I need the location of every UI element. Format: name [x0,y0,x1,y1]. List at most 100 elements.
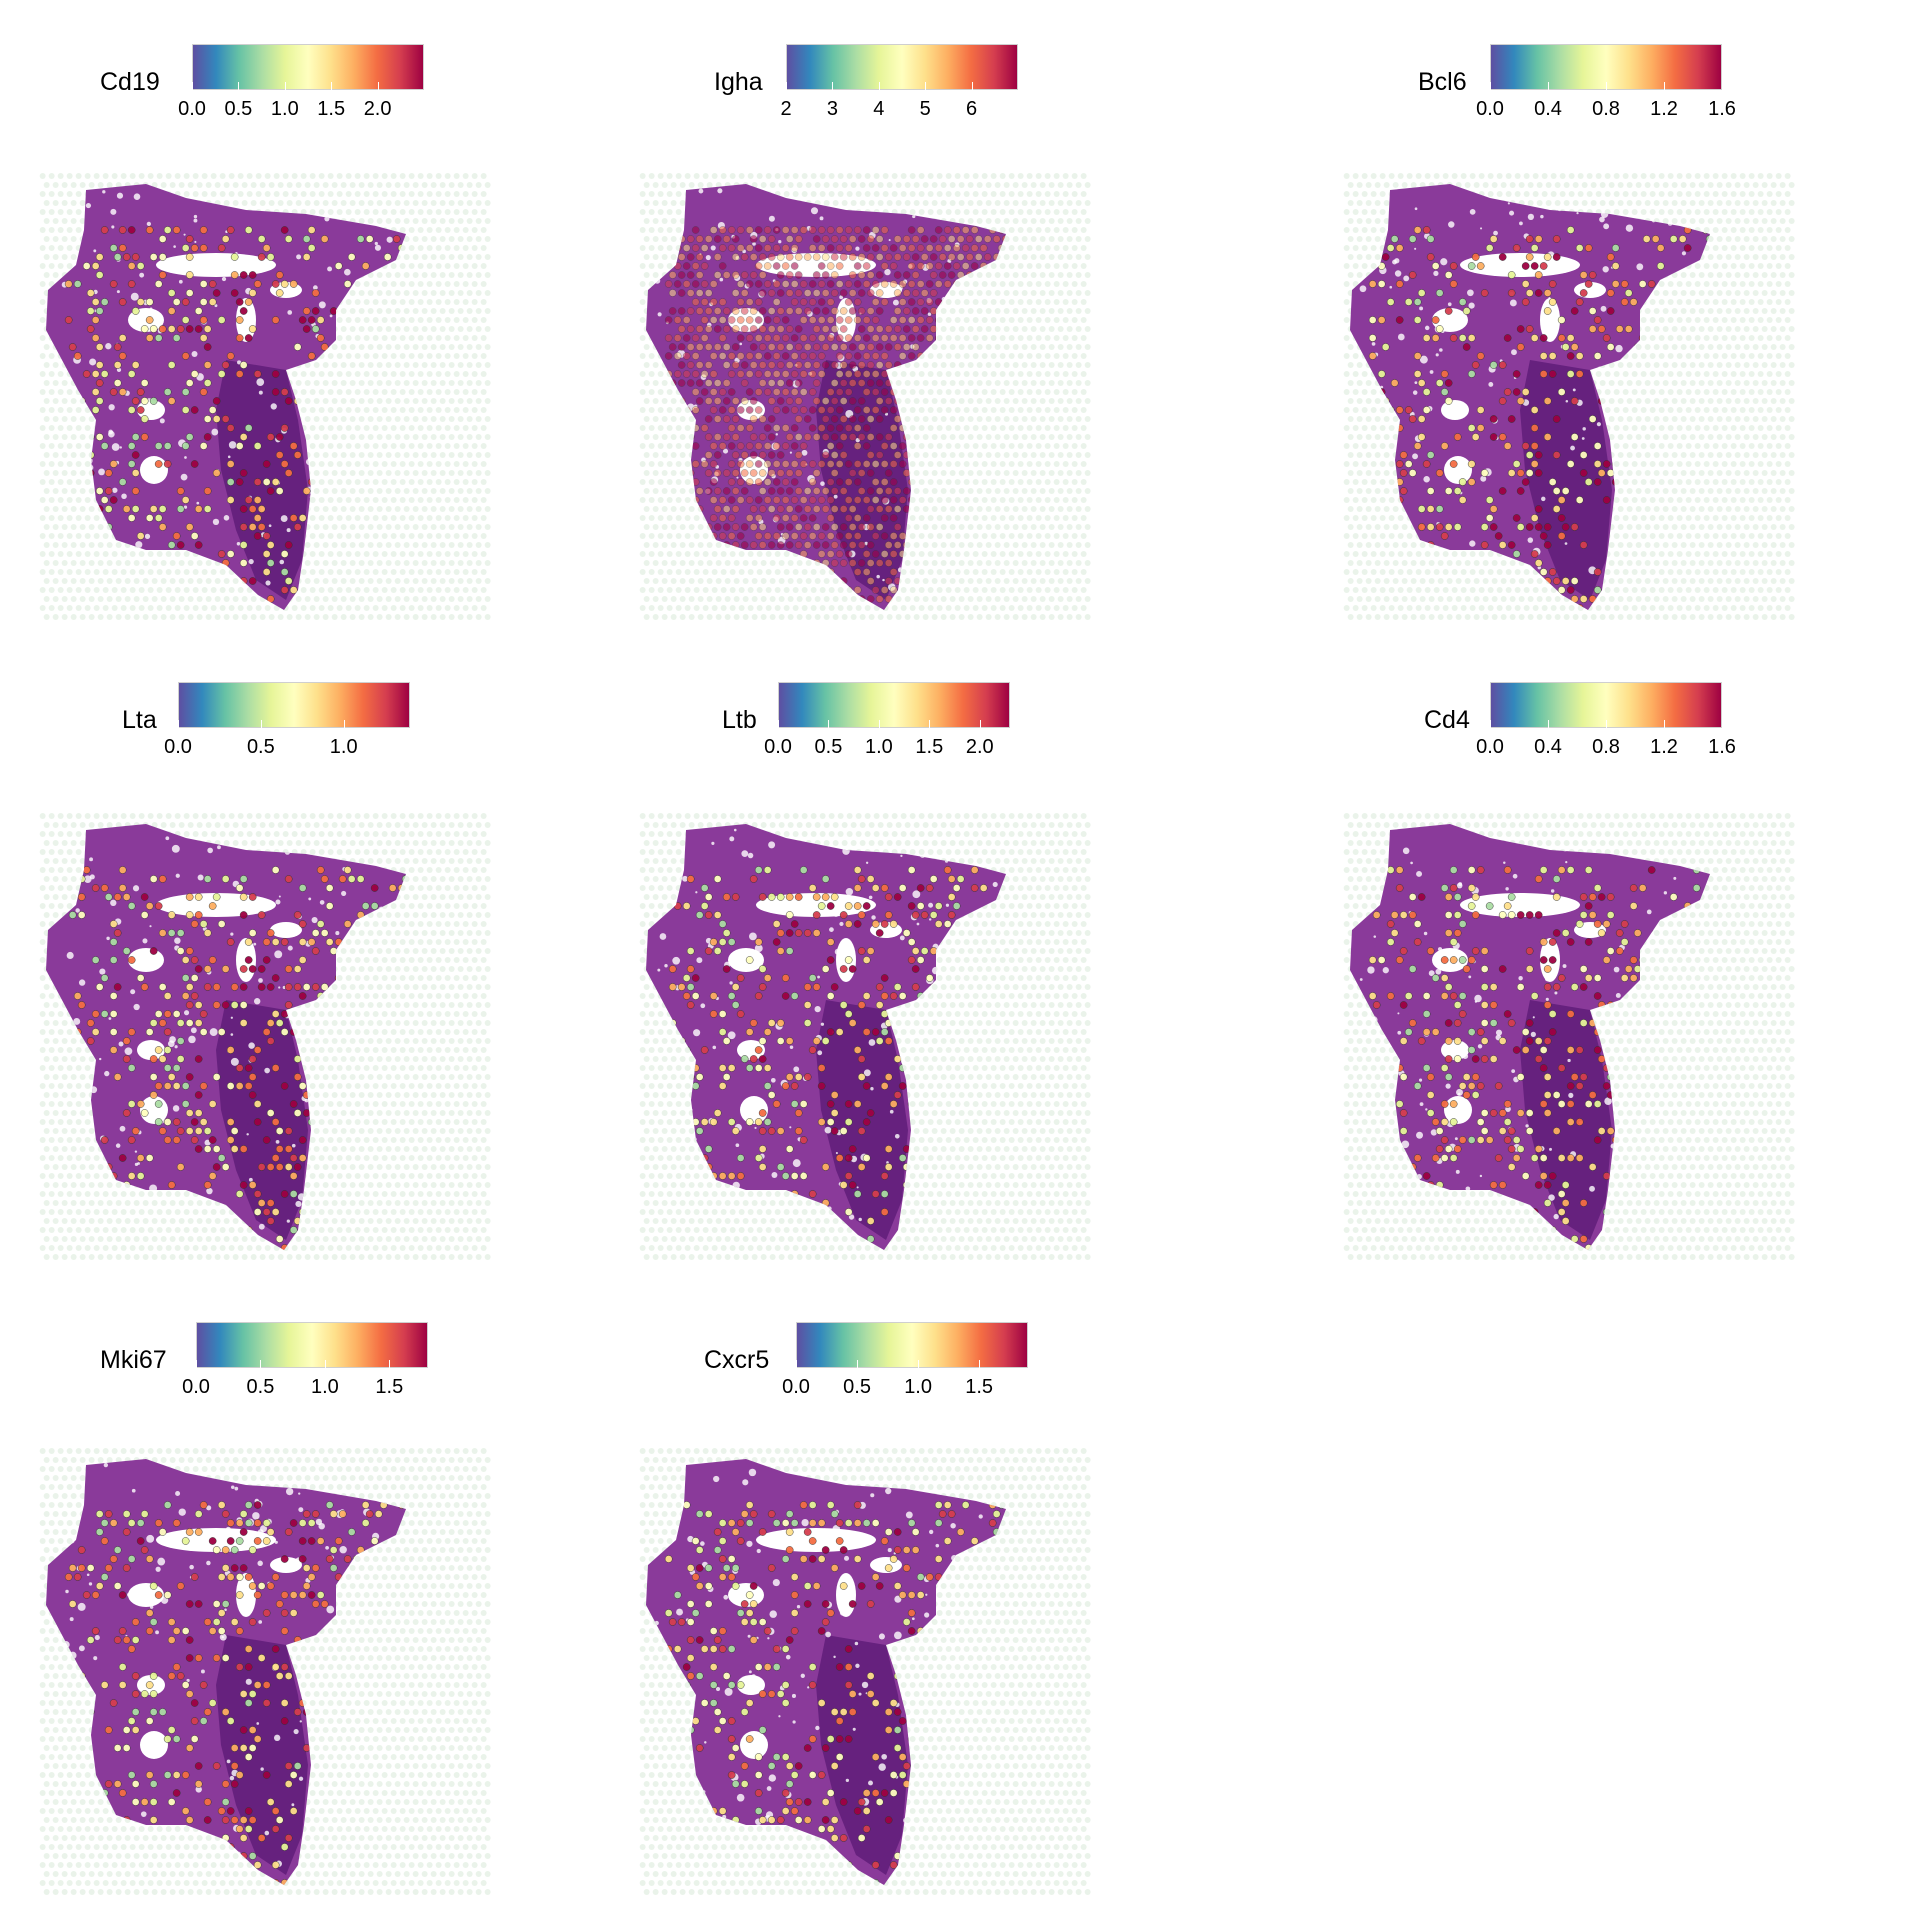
expression-spot [154,442,163,450]
expression-spot [1458,920,1467,928]
colorbar-tick-mark [918,1360,920,1368]
expression-spot [664,334,673,342]
expression-spot [145,226,154,234]
expression-spot [1426,523,1435,531]
expression-spot [767,893,776,901]
expression-spot [1422,226,1431,234]
expression-spot [785,469,794,477]
expression-spot [293,523,302,531]
expression-spot [289,1771,298,1779]
expression-spot [781,352,790,360]
expression-spot [722,1564,731,1572]
expression-spot [817,334,826,342]
expression-spot [691,280,700,288]
expression-spot [1575,370,1584,378]
expression-spot [722,523,731,531]
expression-spot [1422,992,1431,1000]
colorbar-tick-mark [857,1360,859,1368]
expression-spot [781,226,790,234]
expression-spot [794,1798,803,1806]
expression-spot [271,1861,280,1869]
expression-spot [1422,460,1431,468]
expression-spot [280,1627,289,1635]
expression-spot [695,397,704,405]
expression-spot [772,514,781,522]
expression-spot [731,415,740,423]
expression-spot [956,235,965,243]
expression-spot [871,1028,880,1036]
expression-spot [821,893,830,901]
expression-spot [194,911,203,919]
expression-spot [947,253,956,261]
expression-spot [136,532,145,540]
expression-spot [695,271,704,279]
expression-spot [320,875,329,883]
expression-spot [826,1825,835,1833]
expression-spot [1489,1055,1498,1063]
expression-spot [1498,397,1507,405]
expression-spot [100,884,109,892]
colorbar-tick-label: 0.0 [182,1376,210,1399]
expression-spot [821,1037,830,1045]
expression-spot [1458,496,1467,504]
expression-spot [190,370,199,378]
expression-spot [776,929,785,937]
expression-spot [749,433,758,441]
expression-spot [790,406,799,414]
expression-spot [253,280,262,288]
expression-spot [812,397,821,405]
expression-spot [1557,334,1566,342]
expression-spot [686,1618,695,1626]
expression-spot [898,280,907,288]
expression-spot [925,280,934,288]
expression-spot [118,298,127,306]
expression-spot [109,938,118,946]
expression-spot [826,1609,835,1617]
expression-spot [938,235,947,243]
expression-spot [722,1672,731,1680]
expression-spot [880,884,889,892]
expression-spot [839,541,848,549]
expression-spot [149,1618,158,1626]
expression-spot [154,1591,163,1599]
expression-spot [979,884,988,892]
expression-spot [293,1708,302,1716]
expression-spot [853,316,862,324]
expression-spot [880,992,889,1000]
expression-spot [803,1582,812,1590]
expression-spot [839,1001,848,1009]
expression-spot [1426,1073,1435,1081]
expression-spot [239,1019,248,1027]
expression-spot [91,884,100,892]
expression-spot [203,487,212,495]
expression-spot [64,316,73,324]
expression-spot [808,298,817,306]
expression-spot [1566,586,1575,594]
expression-spot [1471,253,1480,261]
colorbar-tick-mark [1722,720,1723,728]
expression-spot [830,893,839,901]
expression-spot [1539,1100,1548,1108]
expression-spot [871,550,880,558]
expression-spot [866,379,875,387]
expression-spot [848,433,857,441]
expression-spot [781,514,790,522]
expression-spot [257,1582,266,1590]
expression-spot [731,253,740,261]
expression-spot [172,1663,181,1671]
expression-spot [821,1798,830,1806]
expression-spot [167,1073,176,1081]
expression-spot [785,1798,794,1806]
expression-spot [302,1564,311,1572]
expression-spot [691,424,700,432]
expression-spot [934,262,943,270]
expression-spot [361,262,370,270]
expression-spot [700,316,709,324]
expression-spot [875,1582,884,1590]
expression-spot [673,370,682,378]
expression-spot [1467,866,1476,874]
expression-spot [776,253,785,261]
expression-spot [248,1582,257,1590]
expression-spot [871,920,880,928]
expression-spot [718,226,727,234]
